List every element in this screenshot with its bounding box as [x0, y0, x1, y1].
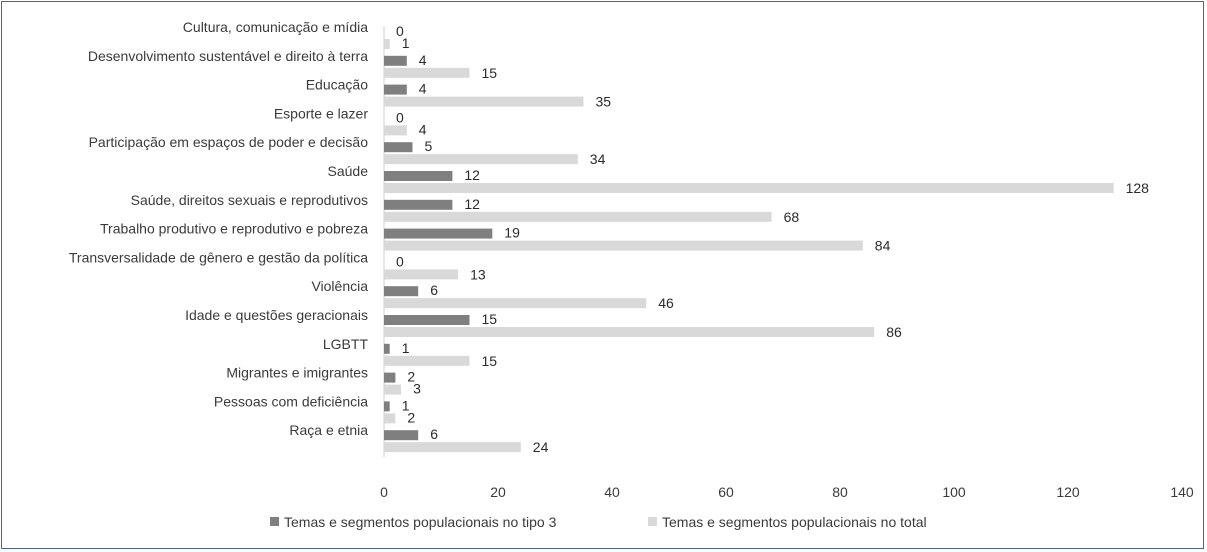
data-label-tipo-3: 19 — [504, 225, 520, 241]
legend-label-total: Temas e segmentos populacionais no total — [662, 514, 927, 530]
x-axis-tick-labels: 0 20 40 60 80 100 120 140 — [380, 484, 1194, 500]
legend: Temas e segmentos populacionais no tipo … — [270, 514, 927, 530]
bar-total — [384, 183, 1114, 193]
legend-swatch-tipo-3 — [270, 517, 279, 526]
x-tick-label: 20 — [490, 484, 506, 500]
data-label-total: 86 — [886, 324, 902, 340]
bar-tipo-3 — [384, 171, 453, 181]
bar-total — [384, 240, 863, 251]
category-label: Transversalidade de gênero e gestão da p… — [69, 249, 368, 265]
x-tick-label: 0 — [380, 484, 388, 500]
legend-swatch-total — [648, 517, 657, 526]
bar-total — [384, 413, 396, 424]
data-label-total: 15 — [482, 65, 498, 81]
data-label-total: 1 — [402, 35, 410, 51]
data-label-tipo-3: 6 — [430, 282, 438, 298]
category-label: Saúde, direitos sexuais e reprodutivos — [131, 192, 368, 208]
data-label-total: 4 — [419, 121, 427, 137]
legend-label-tipo-3: Temas e segmentos populacionais no tipo … — [284, 514, 557, 530]
bars — [384, 39, 1114, 453]
data-label-tipo-3: 12 — [464, 167, 480, 183]
bar-tipo-3 — [384, 315, 470, 325]
category-label: Pessoas com deficiência — [214, 393, 368, 409]
bar-tipo-3 — [384, 372, 396, 383]
x-tick-label: 100 — [942, 484, 966, 500]
category-label: Cultura, comunicação e mídia — [183, 19, 368, 35]
bar-total — [384, 154, 578, 165]
data-label-total: 128 — [1126, 180, 1150, 196]
bar-total — [384, 269, 459, 280]
bar-total — [384, 442, 521, 453]
category-label: Migrantes e imigrantes — [226, 365, 368, 381]
category-labels: Cultura, comunicação e mídia Desenvolvime… — [69, 19, 369, 438]
x-tick-label: 60 — [718, 484, 734, 500]
bar-tipo-3 — [384, 343, 390, 354]
category-label: Saúde — [328, 163, 369, 179]
bar-total — [384, 355, 470, 366]
bar-tipo-3 — [384, 286, 419, 297]
data-label-tipo-3: 5 — [425, 138, 433, 154]
data-label-tipo-3: 0 — [396, 23, 404, 39]
category-label: Educação — [306, 77, 368, 93]
category-label: Desenvolvimento sustentável e direito à … — [88, 48, 368, 64]
data-label-total: 3 — [413, 381, 421, 397]
bar-tipo-3 — [384, 84, 407, 95]
category-label: Idade e questões geracionais — [185, 307, 368, 323]
bar-tipo-3 — [384, 142, 413, 153]
bar-total — [384, 39, 390, 49]
bar-tipo-3 — [384, 55, 407, 66]
x-tick-label: 140 — [1170, 484, 1194, 500]
category-label: Violência — [311, 278, 368, 294]
data-label-tipo-3: 15 — [482, 311, 498, 327]
data-label-total: 2 — [407, 409, 415, 425]
data-label-tipo-3: 4 — [419, 81, 427, 97]
data-label-total: 24 — [533, 439, 549, 455]
data-label-tipo-3: 4 — [419, 52, 427, 68]
bar-tipo-3 — [384, 430, 419, 441]
bar-tipo-3 — [384, 199, 453, 210]
data-label-total: 34 — [590, 151, 606, 167]
bar-tipo-3 — [384, 401, 390, 412]
data-label-total: 15 — [482, 353, 498, 369]
data-labels: 0141543504534121281268198401364615861152… — [396, 23, 1149, 455]
data-label-tipo-3: 12 — [464, 196, 480, 212]
x-tick-label: 40 — [604, 484, 620, 500]
data-label-tipo-3: 2 — [407, 369, 415, 385]
bar-total — [384, 327, 875, 337]
bar-total — [384, 384, 402, 395]
bar-total — [384, 125, 407, 136]
category-label: Participação em espaços de poder e decis… — [89, 134, 369, 150]
data-label-total: 68 — [784, 209, 800, 225]
bar-total — [384, 298, 647, 309]
x-tick-label: 80 — [832, 484, 848, 500]
data-label-total: 35 — [596, 94, 612, 110]
data-label-tipo-3: 0 — [396, 253, 404, 269]
category-label: Esporte e lazer — [274, 105, 368, 121]
data-label-tipo-3: 1 — [402, 397, 410, 413]
bar-tipo-3 — [384, 228, 493, 239]
data-label-tipo-3: 6 — [430, 426, 438, 442]
bar-total — [384, 67, 470, 78]
bar-total — [384, 96, 584, 107]
data-label-total: 13 — [470, 266, 486, 282]
data-label-tipo-3: 0 — [396, 109, 404, 125]
data-label-tipo-3: 1 — [402, 340, 410, 356]
category-label: Raça e etnia — [289, 422, 368, 438]
data-label-total: 46 — [658, 295, 674, 311]
category-label: LGBTT — [323, 336, 369, 352]
data-label-total: 84 — [875, 238, 891, 254]
bar-total — [384, 211, 772, 222]
category-label: Trabalho produtivo e reprodutivo e pobre… — [100, 221, 368, 237]
x-tick-label: 120 — [1056, 484, 1080, 500]
